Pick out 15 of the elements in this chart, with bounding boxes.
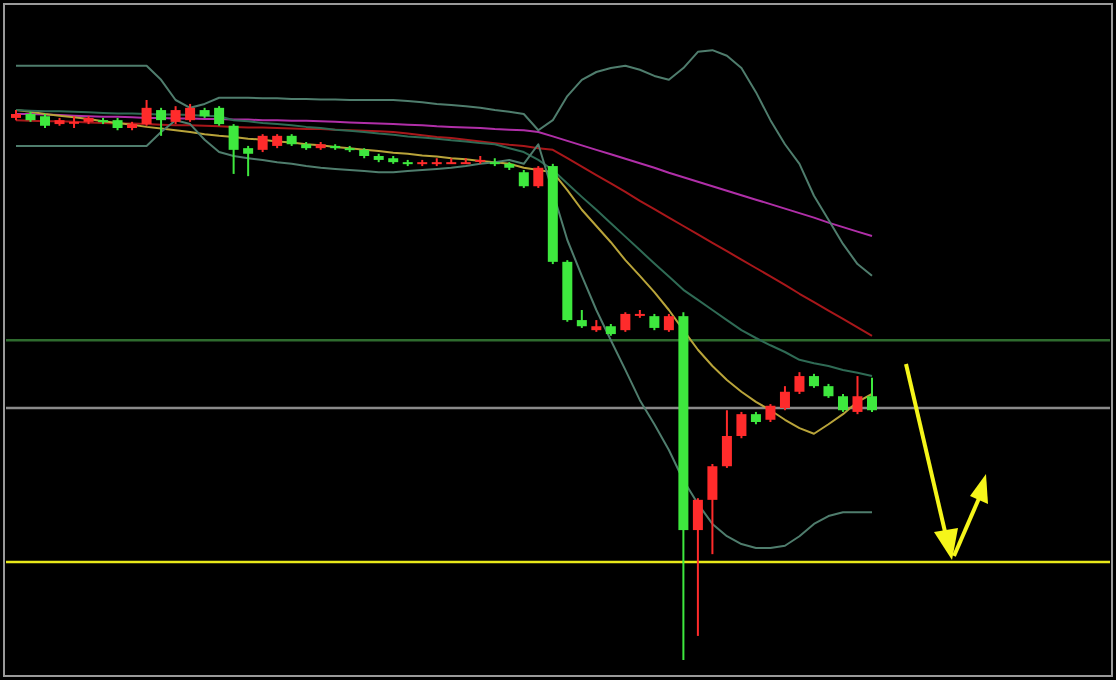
candlestick (214, 105, 225, 127)
candlestick (794, 371, 805, 395)
candlestick (620, 311, 631, 333)
candlestick (867, 376, 877, 413)
candlestick (228, 123, 239, 175)
candlestick (707, 463, 718, 556)
candlestick (779, 385, 790, 412)
candlestick (721, 409, 732, 469)
candlestick (852, 375, 863, 416)
candlestick (533, 165, 544, 189)
candlestick (736, 410, 747, 440)
candlestick (692, 497, 703, 637)
candlestick (243, 144, 254, 178)
candlestick (141, 99, 152, 127)
candlestick (156, 106, 167, 137)
